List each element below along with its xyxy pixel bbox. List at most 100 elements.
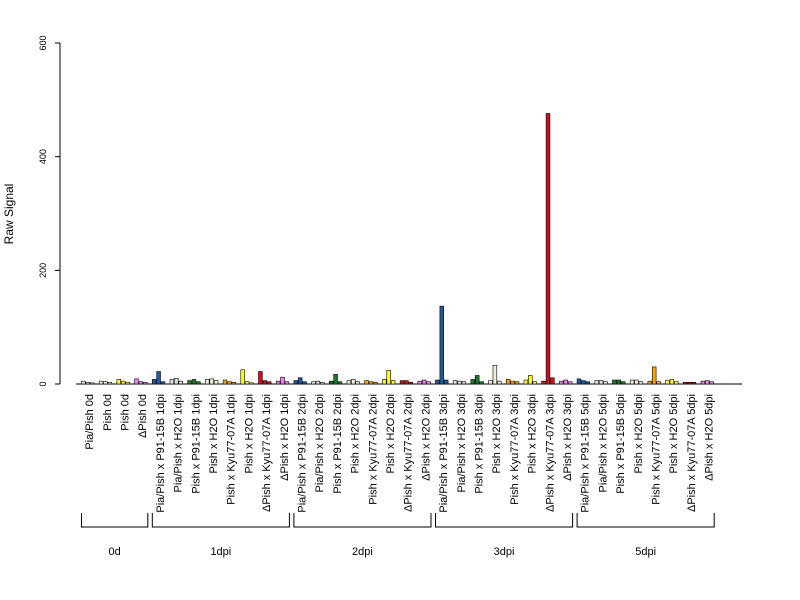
bar [143,381,148,385]
bar [178,380,183,385]
bar [231,381,236,385]
bar [160,381,166,385]
bar [280,376,285,385]
category-label: Pia/Pish x H2O 3dpi [456,394,468,492]
category-label: ΔPish x H2O 1dpi [279,394,291,481]
group-label: 1dpi [210,546,231,558]
bar [682,381,688,385]
bar [567,381,573,385]
bar [373,381,378,385]
bar [616,379,622,385]
category-label: ΔPish x H2O 3dpi [562,394,574,481]
bar [196,381,201,385]
bar [266,381,272,385]
bar [297,377,303,385]
category-label: Pia/Pish x P91-15B 5dpi [580,394,592,513]
bar [585,381,591,385]
bar [121,380,126,385]
bar [116,379,122,385]
category-label: Pish 0d [120,394,132,431]
group-label: 2dpi [352,546,373,558]
group-bracket [81,513,149,528]
bar [382,379,387,385]
bar [461,381,467,385]
y-tick-label: 400 [38,149,48,164]
category-label: Pish x H2O 5dpi [668,394,680,473]
bar [368,381,374,385]
bar [107,381,113,385]
category-label: ΔPish 0d [137,394,149,438]
bar [103,381,108,385]
bar [156,371,161,385]
bar [497,380,502,385]
bar [545,113,551,385]
category-label: ΔPish x Kyu77-07A 2dpi [403,394,415,512]
bar [222,379,228,385]
bar [691,381,697,385]
bar [262,380,267,385]
group-bracket [576,513,715,528]
bar [647,380,653,385]
group-label: 5dpi [635,546,656,558]
bar [399,380,405,385]
bar [523,379,529,385]
bar [275,380,281,385]
bar [620,381,626,385]
bar [302,381,307,385]
bar [514,381,520,385]
category-label: Pish x H2O 1dpi [243,394,255,473]
group-brackets: 0d 1dpi 2dpi 3dpi 5dpi [81,513,715,558]
category-label: Pish x P91-15B 2dpi [332,394,344,494]
bar [311,381,316,385]
bar [612,379,617,385]
bar [244,381,250,385]
bar [452,380,458,385]
bar [669,379,675,385]
bar [346,380,352,385]
y-tick-label: 0 [38,381,48,386]
category-label: Pish x H2O 2dpi [385,394,397,473]
bar [559,380,564,385]
group-label: 0d [109,546,121,558]
bar [541,380,546,385]
bar [439,305,444,385]
bar [249,382,254,385]
bar [209,378,214,385]
category-labels: Pia/Pish 0d Pish 0d Pish 0d ΔPish 0d Pia/Pis… [84,394,715,513]
bar [470,379,475,385]
bar [205,379,210,385]
bar [404,380,409,385]
bar [674,381,679,385]
category-label: Pish 0d [102,394,114,431]
bar [576,378,582,385]
bar [328,380,334,385]
category-label: Pia/Pish x H2O 2dpi [314,394,326,492]
bar [638,381,644,385]
y-axis: 0 200 400 600 [38,35,61,387]
bar [435,379,440,385]
bar [90,382,95,385]
bar [581,380,586,385]
category-label: Pia/Pish 0d [84,394,96,450]
bar [364,380,369,385]
bar [563,379,568,385]
bar [320,381,325,385]
bar [598,380,604,385]
category-label: Pia/Pish x P91-15B 3dpi [438,394,450,513]
category-label: Pish x P91-15B 1dpi [190,394,202,494]
bar [426,381,431,385]
bar [152,379,157,385]
bar [629,379,635,385]
category-label: Pia/Pish x P91-15B 2dpi [297,394,309,513]
bar [705,380,710,385]
y-axis-label: Raw Signal [2,184,16,245]
group-bracket [151,513,290,528]
bar [98,380,104,385]
category-label: Pia/Pish x P91-15B 1dpi [155,394,167,513]
bar [594,380,599,385]
bar [386,370,391,385]
bar [505,379,511,385]
category-label: Pish x Kyu77-07A 1dpi [226,394,238,505]
bar [258,371,263,385]
